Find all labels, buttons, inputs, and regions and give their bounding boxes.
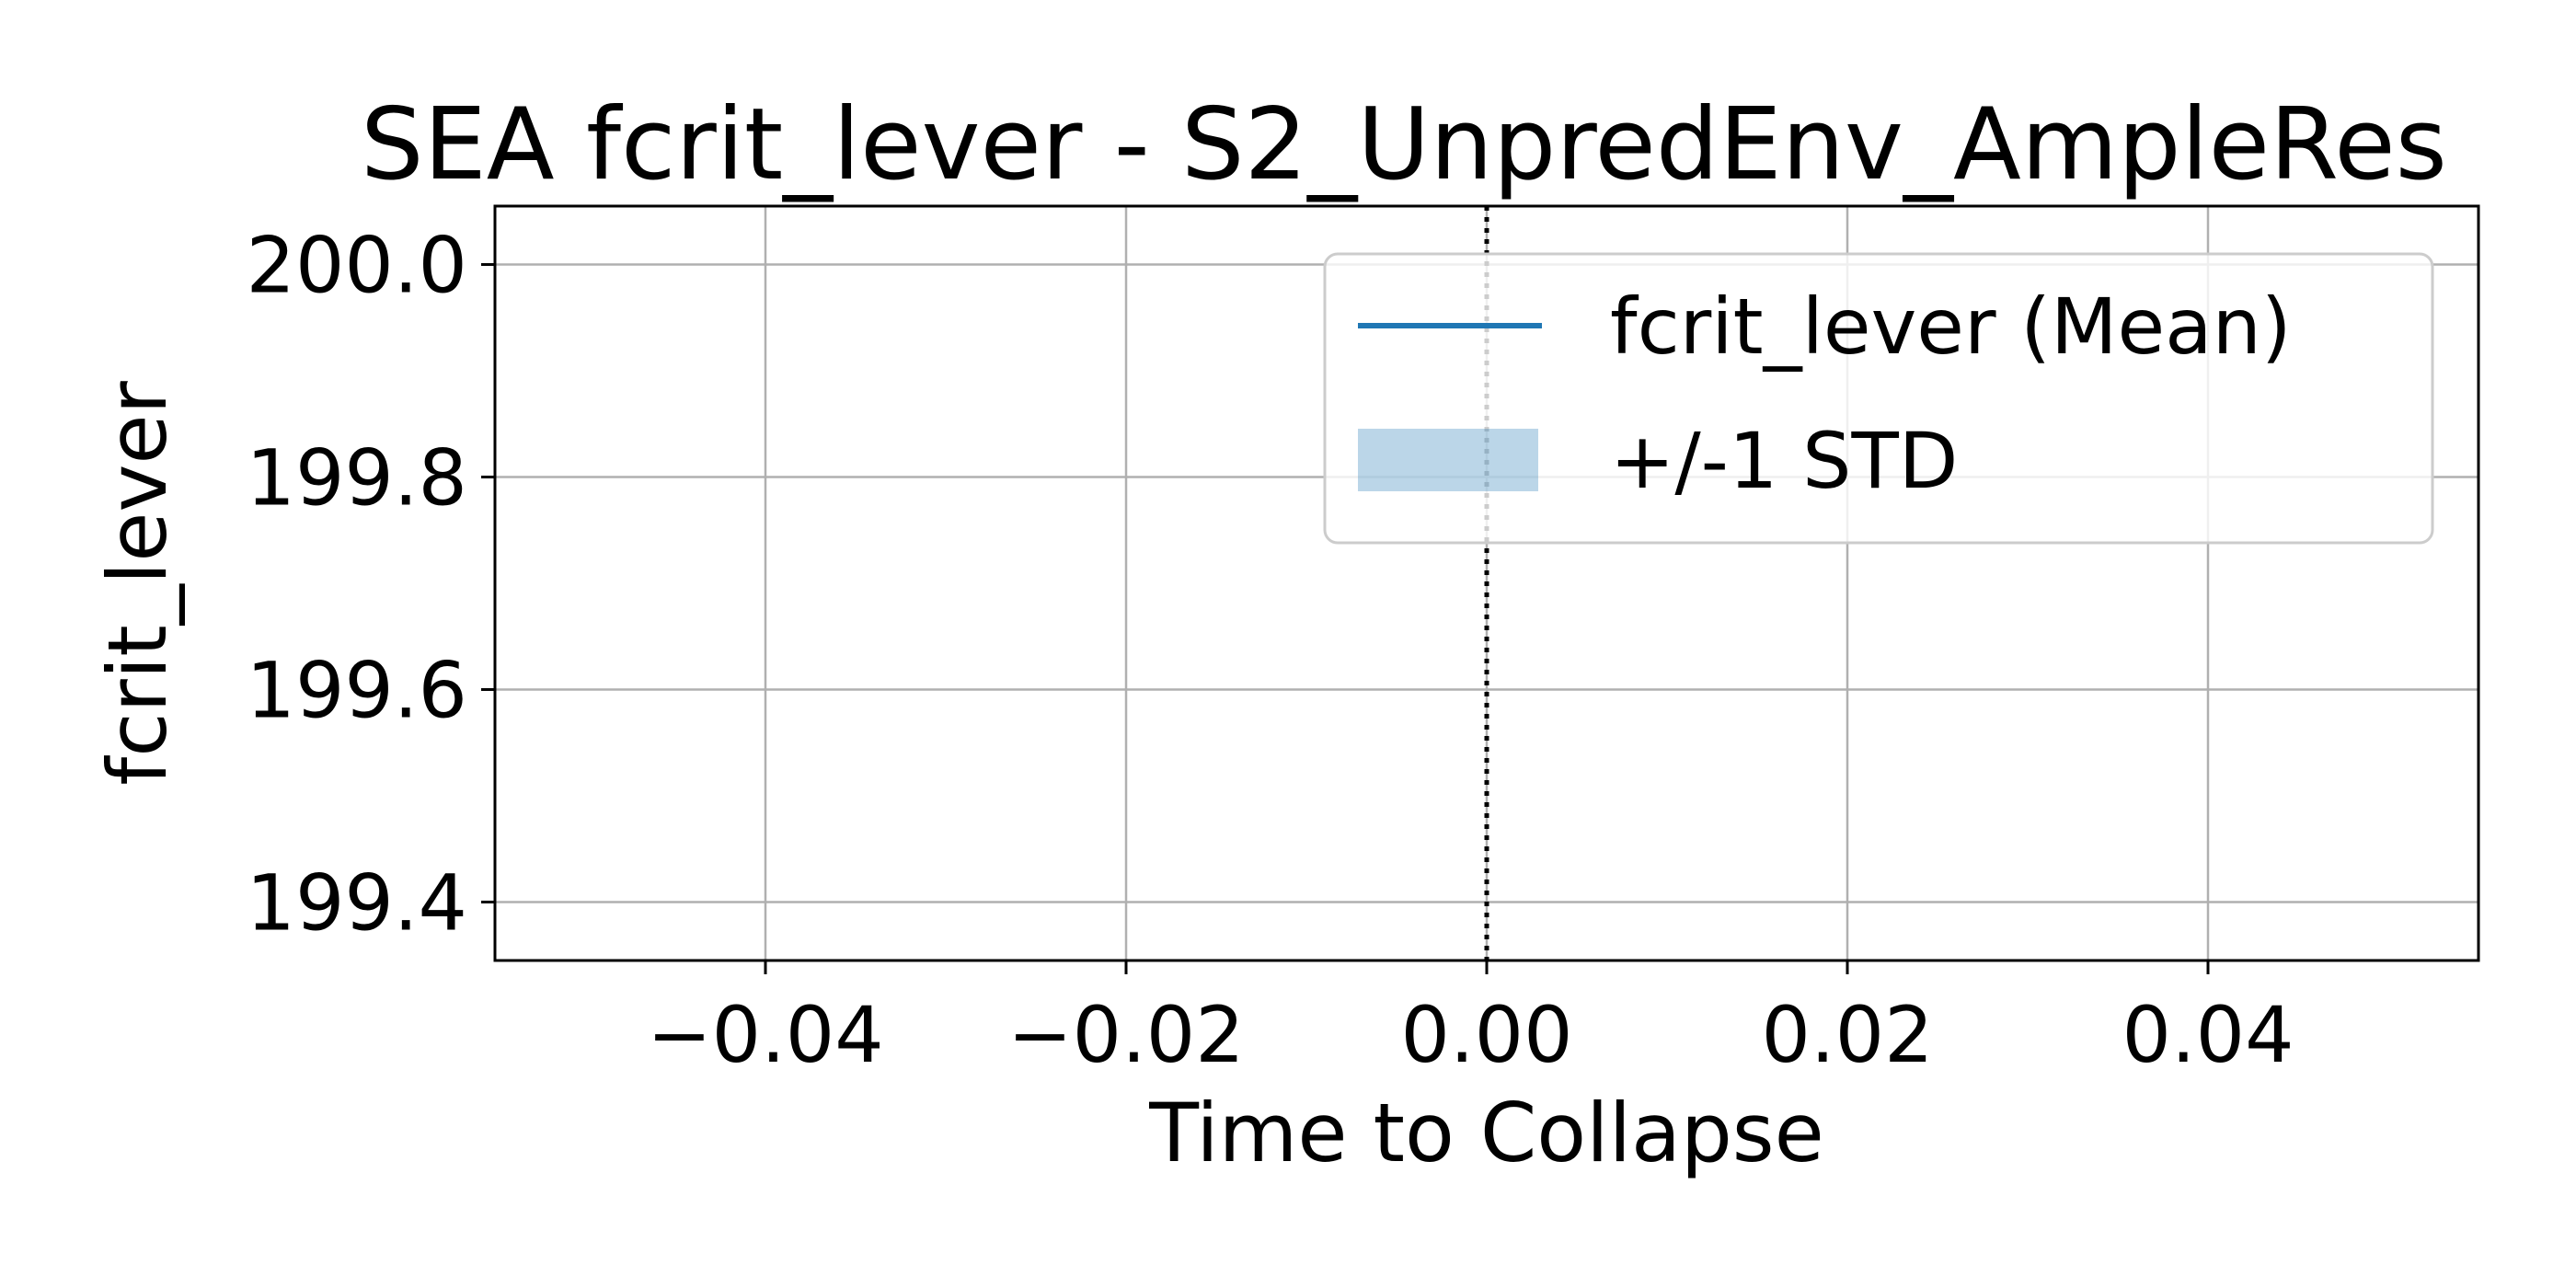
legend-mean-label: fcrit_lever (Mean) — [1610, 282, 2292, 372]
y-tick-label: 200.0 — [247, 221, 467, 311]
y-tick-label: 199.4 — [247, 857, 467, 948]
chart-title: SEA fcrit_lever - S2_UnpredEnv_AmpleRes — [361, 87, 2447, 202]
x-tick-label: 0.04 — [2122, 990, 2294, 1080]
legend-std-label: +/-1 STD — [1610, 416, 1958, 506]
x-tick-label: 0.00 — [1400, 990, 1572, 1080]
x-tick-label: −0.02 — [1007, 990, 1244, 1080]
x-axis-label: Time to Collapse — [1148, 1086, 1824, 1180]
y-tick-label: 199.8 — [247, 433, 467, 523]
legend-std-swatch — [1358, 429, 1538, 491]
y-axis-label: fcrit_lever — [90, 380, 185, 785]
tick-layer: −0.04 −0.02 0.00 0.02 0.04 199.4 199.6 199.8 200… — [247, 221, 2294, 1080]
x-tick-label: 0.02 — [1761, 990, 1933, 1080]
y-tick-label: 199.6 — [247, 645, 467, 735]
legend: fcrit_lever (Mean) +/-1 STD — [1323, 252, 2434, 545]
x-tick-label: −0.04 — [647, 990, 883, 1080]
legend-box — [1323, 252, 2434, 545]
